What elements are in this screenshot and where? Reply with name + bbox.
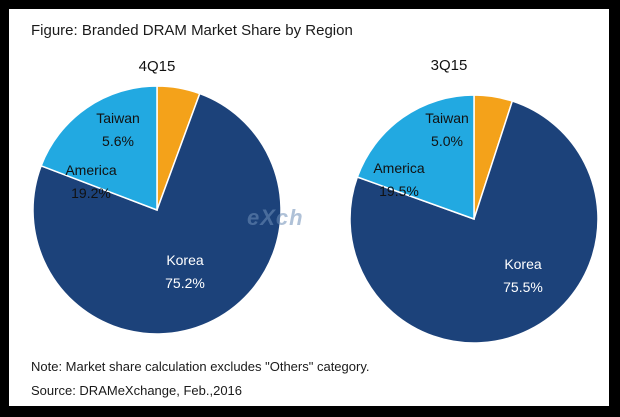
pie-label-name-korea-1: Korea (504, 256, 542, 272)
pie-label-america-1: America 19.5% (354, 157, 444, 203)
pie-label-taiwan-0: Taiwan 5.6% (73, 107, 163, 153)
pie-title-0: 4Q15 (138, 58, 176, 75)
pie-label-value-korea-1: 75.5% (503, 279, 543, 295)
pie-label-korea-1: Korea 75.5% (478, 253, 568, 299)
pie-label-name-taiwan-1: Taiwan (425, 110, 469, 126)
pie-charts (32, 85, 599, 344)
pie-label-value-america-0: 19.2% (71, 185, 111, 201)
figure-title: Figure: Branded DRAM Market Share by Reg… (31, 22, 353, 39)
pie-slice-korea-0 (32, 92, 282, 335)
watermark-logo: eXch (247, 205, 304, 230)
pie-label-name-taiwan-0: Taiwan (96, 110, 140, 126)
pie-label-taiwan-1: Taiwan 5.0% (402, 107, 492, 153)
pie-slice-america-1 (356, 94, 475, 221)
pie-label-name-america-0: America (65, 162, 117, 178)
pie-slice-america-0 (40, 85, 158, 212)
figure-note: Note: Market share calculation excludes … (31, 359, 370, 374)
pie-title-1: 3Q15 (430, 57, 468, 74)
pie-label-value-taiwan-1: 5.0% (431, 133, 463, 149)
pie-label-america-0: America 19.2% (46, 159, 136, 205)
pie-label-korea-0: Korea 75.2% (140, 249, 230, 295)
figure-source: Source: DRAMeXchange, Feb.,2016 (31, 383, 243, 398)
chart-card: Figure: Branded DRAM Market Share by Reg… (9, 9, 609, 406)
pie-label-name-america-1: America (373, 160, 425, 176)
pie-label-value-korea-0: 75.2% (165, 275, 205, 291)
pie-slice-korea-1 (349, 100, 599, 344)
pie-label-value-america-1: 19.5% (379, 183, 419, 199)
pie-label-name-korea-0: Korea (166, 252, 204, 268)
pie-label-value-taiwan-0: 5.6% (102, 133, 134, 149)
